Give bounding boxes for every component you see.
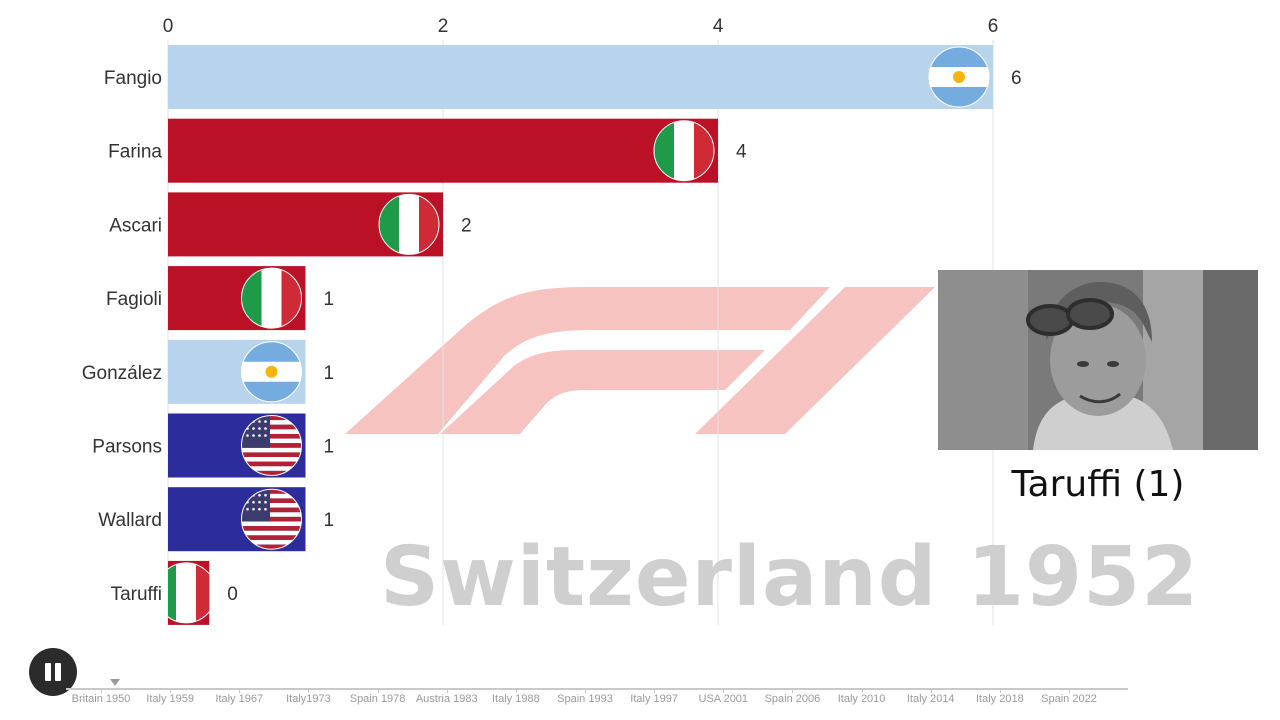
timeline-label[interactable]: Italy1973 — [286, 693, 331, 705]
category-label: González — [82, 363, 162, 384]
value-label: 1 — [324, 510, 335, 531]
timeline-tick — [515, 688, 517, 693]
bar-row: Fangio 6 — [104, 45, 1022, 109]
timeline-label[interactable]: Italy 2014 — [906, 693, 955, 705]
bar-row: González 1 — [82, 339, 335, 404]
driver-photo-image — [938, 270, 1258, 450]
argentina-flag-icon — [929, 47, 989, 107]
bar-row: Fagioli 1 — [106, 266, 335, 331]
flag — [241, 488, 302, 550]
x-tick-label: 0 — [163, 16, 174, 37]
timeline-tick — [723, 688, 725, 693]
category-label: Taruffi — [111, 584, 162, 605]
flag — [241, 341, 302, 403]
bar-row: Wallard 1 — [98, 487, 335, 552]
value-label: 1 — [324, 363, 335, 384]
italy-flag-icon — [241, 268, 302, 329]
usa-flag-icon — [241, 489, 302, 550]
timeline-label[interactable]: Spain 1993 — [557, 693, 613, 705]
flag — [928, 46, 990, 108]
year-title: Switzerland 1952 — [380, 530, 1200, 625]
bar-row: Taruffi 0 — [111, 560, 238, 625]
timeline-handle[interactable] — [110, 679, 120, 686]
timeline-label[interactable]: Spain 2006 — [764, 693, 821, 705]
timeline-label[interactable]: Spain 2022 — [1041, 693, 1097, 705]
timeline-label[interactable]: Britain 1950 — [71, 693, 131, 705]
italy-flag-icon — [379, 194, 439, 255]
category-label: Wallard — [98, 510, 162, 531]
x-tick-label: 6 — [988, 16, 999, 37]
driver-caption: Taruffi (1) — [1011, 464, 1185, 505]
timeline-tick — [999, 688, 1001, 693]
timeline-tick — [239, 688, 241, 693]
timeline-tick — [585, 688, 586, 693]
f1-logo-icon — [345, 287, 935, 434]
timeline-tick — [446, 688, 448, 693]
category-label: Fagioli — [106, 289, 162, 310]
value-label: 0 — [227, 584, 238, 605]
flag — [168, 562, 210, 624]
bar-row: Parsons 1 — [92, 413, 335, 478]
bar-row: Ascari 2 — [109, 192, 472, 257]
italy-flag-icon — [654, 120, 714, 181]
timeline-label[interactable]: Italy 1988 — [491, 693, 540, 705]
timeline-tick — [792, 688, 794, 693]
timeline-label[interactable]: Italy 1959 — [146, 693, 194, 705]
timeline-track[interactable] — [66, 688, 1128, 690]
bar-row: Farina 4 — [108, 118, 747, 183]
category-label: Parsons — [92, 437, 162, 458]
timeline-label[interactable]: Austria 1983 — [415, 693, 478, 705]
timeline-label[interactable]: Italy 1997 — [630, 693, 678, 705]
value-label: 1 — [324, 437, 335, 458]
timeline-tick — [101, 688, 102, 693]
x-tick-label: 2 — [438, 16, 449, 37]
timeline-label[interactable]: USA 2001 — [698, 693, 749, 705]
flag — [241, 267, 302, 329]
timeline-label[interactable]: Spain 1978 — [349, 693, 406, 705]
timeline-tick — [654, 688, 656, 693]
x-axis-ticks: 0 2 4 6 — [163, 16, 999, 37]
bar — [168, 118, 718, 183]
timeline-label[interactable]: Italy 2010 — [837, 693, 886, 705]
timeline-tick — [861, 688, 863, 693]
value-label: 2 — [461, 215, 472, 236]
category-label: Fangio — [104, 68, 162, 89]
timeline-tick — [308, 688, 310, 693]
timeline-tick — [930, 688, 932, 693]
x-tick-label: 4 — [713, 16, 724, 37]
bar — [168, 45, 993, 109]
category-label: Ascari — [109, 215, 162, 236]
value-label: 6 — [1011, 68, 1022, 89]
flag — [241, 415, 302, 476]
argentina-flag-icon — [241, 341, 302, 402]
value-label: 1 — [324, 289, 335, 310]
value-label: 4 — [736, 142, 747, 163]
timeline-tick — [1069, 688, 1070, 693]
category-label: Farina — [108, 142, 162, 163]
flag — [378, 193, 440, 255]
flag — [653, 120, 715, 182]
italy-flag-icon — [168, 562, 210, 623]
timeline-tick — [377, 688, 379, 693]
usa-flag-icon — [241, 415, 302, 476]
timeline-slider[interactable]: Britain 1950 Italy 1959 Italy 1967 Italy197… — [66, 676, 1128, 716]
timeline-label[interactable]: Italy 1967 — [215, 693, 264, 705]
timeline-tick — [170, 688, 172, 693]
driver-photo — [938, 270, 1258, 450]
timeline-label[interactable]: Italy 2018 — [975, 693, 1024, 705]
